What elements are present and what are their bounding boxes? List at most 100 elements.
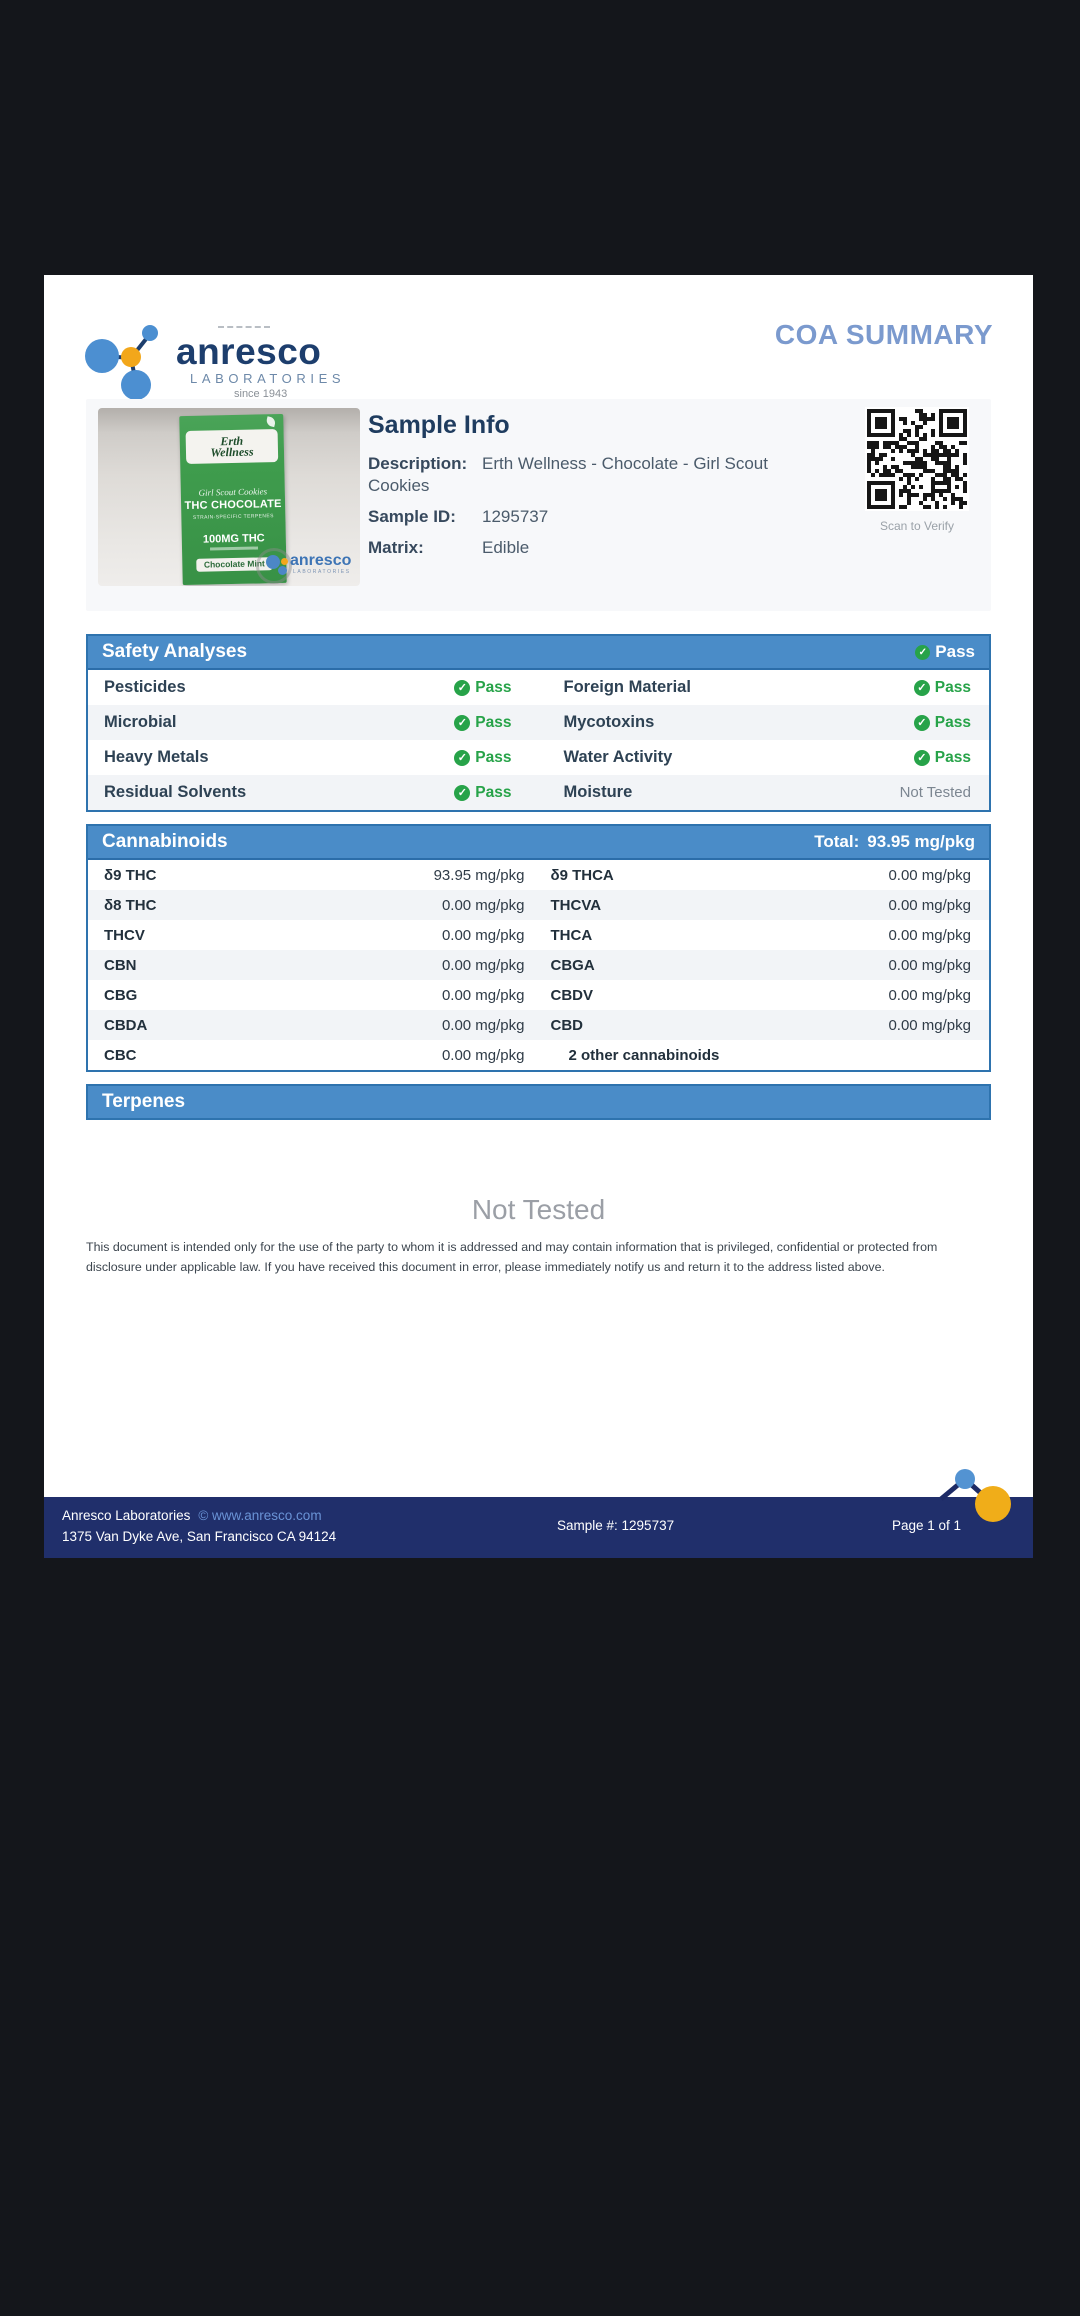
analysis-label: Foreign Material	[563, 678, 691, 696]
cannabinoids-header-bar: Cannabinoids Total: 93.95 mg/pkg	[88, 826, 989, 860]
cannabinoid-name: CBDV	[550, 986, 594, 1004]
cannabinoid-value: 0.00 mg/pkg	[441, 986, 525, 1004]
cannabinoid-value: 0.00 mg/pkg	[441, 1046, 525, 1064]
watermark-stamp-circle	[256, 548, 292, 584]
analysis-label: Heavy Metals	[104, 748, 209, 766]
qr-caption: Scan to Verify	[879, 519, 955, 533]
logo-laboratories: LABORATORIES	[190, 371, 346, 386]
cannabinoid-value: 0.00 mg/pkg	[888, 926, 971, 944]
check-icon: ✓	[454, 679, 471, 696]
footer-company-line: Anresco Laboratories © www.anresco.com	[62, 1508, 322, 1523]
cannabinoid-value: 0.00 mg/pkg	[441, 896, 525, 914]
analysis-label: Mycotoxins	[563, 713, 655, 731]
terpenes-header-bar: Terpenes	[88, 1086, 989, 1118]
watermark-sub: LABORATORIES	[293, 569, 351, 575]
field-description: Description: Erth Wellness - Chocolate - …	[368, 453, 828, 497]
cannabinoids-total: Total: 93.95 mg/pkg	[814, 832, 975, 851]
product-strength: 100MG THC	[202, 532, 265, 546]
sample-info-title: Sample Info	[368, 411, 510, 439]
qr-block: Scan to Verify	[863, 407, 971, 533]
overall-pass-label: Pass	[935, 642, 975, 661]
safety-overall-status: ✓ Pass	[915, 642, 975, 662]
other-cannabinoids-note: 2 other cannabinoids	[568, 1046, 720, 1064]
total-value: 93.95 mg/pkg	[867, 832, 975, 851]
cannabinoid-value: 0.00 mg/pkg	[888, 896, 971, 914]
cannabinoid-row: CBG 0.00 mg/pkg CBDV 0.00 mg/pkg	[88, 980, 989, 1010]
cannabinoid-name: THCVA	[550, 896, 602, 914]
cannabinoid-value: 0.00 mg/pkg	[441, 956, 525, 974]
analysis-label: Pesticides	[104, 678, 186, 696]
product-script-text: Girl Scout Cookies	[198, 486, 268, 498]
check-icon: ✓	[913, 749, 930, 766]
footer-bar: Anresco Laboratories © www.anresco.com 13…	[44, 1497, 1033, 1558]
status-badge: ✓ Pass	[454, 749, 512, 767]
footer-company: Anresco Laboratories	[62, 1508, 191, 1523]
cannabinoid-value: 0.00 mg/pkg	[888, 1016, 971, 1034]
page-title: COA SUMMARY	[774, 319, 993, 350]
analysis-label: Water Activity	[563, 748, 673, 766]
logo-brand: anresco	[176, 331, 322, 372]
cannabinoid-value: 0.00 mg/pkg	[441, 926, 525, 944]
safety-row: Residual Solvents ✓ Pass Moisture Not Tes…	[88, 775, 989, 810]
logo-since: since 1943	[234, 388, 288, 400]
safety-row: Heavy Metals ✓ Pass Water Activity ✓ Pass	[88, 740, 989, 775]
check-icon: ✓	[454, 784, 471, 801]
sample-info-fields: Description: Erth Wellness - Chocolate - …	[368, 453, 828, 568]
cannabinoid-name: CBC	[104, 1046, 137, 1064]
analysis-label: Microbial	[104, 713, 177, 731]
disclaimer-text: This document is intended only for the u…	[86, 1240, 938, 1274]
cannabinoid-name: δ8 THC	[104, 896, 157, 914]
cannabinoid-name: δ9 THC	[104, 866, 157, 884]
status-badge: ✓ Pass	[913, 714, 971, 732]
redacted-text-mark	[218, 326, 270, 328]
brand-line2: Wellness	[210, 444, 254, 460]
watermark-molecule-icon	[266, 555, 280, 569]
cannabinoid-value: 0.00 mg/pkg	[888, 866, 971, 884]
product-name: THC CHOCOLATE	[184, 497, 282, 513]
cannabinoid-name: THCV	[104, 926, 145, 944]
product-fine-print	[210, 546, 259, 551]
footer-page-number: Page 1 of 1	[891, 1518, 961, 1533]
cannabinoid-name: δ9 THCA	[550, 866, 614, 884]
cannabinoid-name: CBGA	[550, 956, 595, 974]
sample-info-panel: Erth Wellness Girl Scout Cookies THC CHO…	[86, 399, 991, 611]
terpenes-not-tested: Not Tested	[471, 1194, 606, 1225]
cannabinoid-row: CBC 0.00 mg/pkg 2 other cannabinoids	[88, 1040, 989, 1070]
check-icon: ✓	[915, 644, 931, 660]
cannabinoids-title: Cannabinoids	[102, 831, 228, 852]
terpenes-title: Terpenes	[102, 1091, 186, 1112]
status-badge: ✓ Pass	[913, 679, 971, 697]
watermark-brand: anresco	[290, 552, 352, 569]
terpenes-section: Terpenes	[86, 1084, 991, 1120]
molecule-logo-icon	[85, 325, 158, 400]
analysis-label: Residual Solvents	[104, 783, 247, 801]
safety-row: Pesticides ✓ Pass Foreign Material ✓ Pass	[88, 670, 989, 705]
product-brand: Erth Wellness	[185, 429, 279, 464]
field-value: Edible	[482, 538, 530, 557]
cannabinoid-row: CBN 0.00 mg/pkg CBGA 0.00 mg/pkg	[88, 950, 989, 980]
cannabinoid-value: 93.95 mg/pkg	[433, 866, 525, 884]
cannabinoids-section: Cannabinoids Total: 93.95 mg/pkg δ9 THC 9…	[86, 824, 991, 1072]
status-badge: ✓ Pass	[454, 679, 512, 697]
safety-row: Microbial ✓ Pass Mycotoxins ✓ Pass	[88, 705, 989, 740]
watermark-molecule-orange-dot	[281, 558, 288, 565]
cannabinoid-value: 0.00 mg/pkg	[888, 986, 971, 1004]
check-icon: ✓	[454, 714, 471, 731]
cannabinoid-value: 0.00 mg/pkg	[888, 956, 971, 974]
field-matrix: Matrix: Edible	[368, 537, 828, 559]
footer-website-link[interactable]: © www.anresco.com	[198, 1508, 322, 1523]
safety-analyses-section: Safety Analyses ✓ Pass Pesticides ✓ Pass …	[86, 634, 991, 812]
field-label: Matrix:	[368, 538, 424, 557]
cannabinoid-name: CBD	[550, 1016, 584, 1034]
footer-sample-number: Sample #: 1295737	[557, 1518, 675, 1533]
cannabinoid-row: CBDA 0.00 mg/pkg CBD 0.00 mg/pkg	[88, 1010, 989, 1040]
field-value: 1295737	[482, 507, 549, 526]
check-icon: ✓	[454, 749, 471, 766]
status-not-tested: Not Tested	[899, 784, 971, 801]
field-label: Description:	[368, 454, 468, 473]
field-sample-id: Sample ID: 1295737	[368, 506, 828, 528]
analysis-label: Moisture	[563, 783, 633, 801]
safety-title: Safety Analyses	[102, 641, 248, 662]
status-badge: ✓ Pass	[454, 714, 512, 732]
cannabinoid-name: CBN	[104, 956, 137, 974]
